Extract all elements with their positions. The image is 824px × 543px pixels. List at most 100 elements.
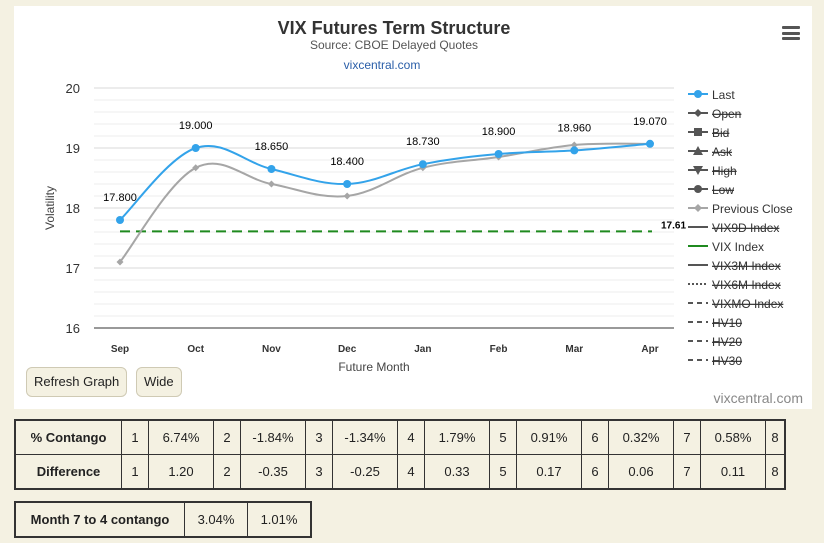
menu-icon[interactable] [782, 26, 800, 40]
source-link: vixcentral.com [344, 58, 421, 72]
month-number-cell: 6 [581, 454, 609, 490]
previous-close-point [116, 258, 124, 266]
previous-close-point [570, 141, 578, 149]
value-cell: 0.58% [700, 419, 766, 455]
legend-item-label[interactable]: Previous Close [712, 202, 793, 216]
wide-button[interactable]: Wide [136, 367, 182, 397]
last-point [418, 160, 427, 169]
data-label: 18.730 [406, 136, 440, 148]
value-cell: 1.79% [424, 419, 490, 455]
value-cell: 0.17 [516, 454, 582, 490]
month-number-cell: 1 [121, 454, 149, 490]
last-point [116, 216, 124, 224]
month-number-cell: 5 [489, 454, 517, 490]
last-point [267, 165, 276, 173]
data-label: 18.960 [557, 122, 591, 134]
x-tick-label: Nov [262, 344, 281, 355]
month-contango-table: Month 7 to 4 contango 3.04% 1.01% [14, 501, 312, 538]
legend-item-label[interactable]: Ask [712, 145, 733, 159]
value-cell: -0.25 [332, 454, 398, 490]
y-tick-label: 18 [66, 201, 80, 216]
month-number-cell: 8 [765, 419, 786, 455]
legend-item-label[interactable]: VIX9D Index [712, 221, 779, 235]
legend-item-label[interactable]: VIX3M Index [712, 259, 781, 273]
legend-marker [693, 146, 703, 155]
y-tick-label: 20 [66, 81, 80, 96]
table-row: % Contango 1 6.74% 2 -1.84% 3 -1.34% 4 1.79% 5 0.9… [14, 419, 786, 455]
chart-subtitle: Source: CBOE Delayed Quotes [310, 38, 478, 52]
x-tick-label: Mar [565, 344, 583, 355]
month-number-cell: 2 [213, 419, 241, 455]
data-label: 17.800 [103, 192, 137, 204]
x-tick-label: Sep [111, 344, 129, 355]
table-row: Month 7 to 4 contango 3.04% 1.01% [14, 501, 312, 538]
value-cell: -0.35 [240, 454, 306, 490]
value-cell: 0.11 [700, 454, 766, 490]
month-contango-value: 3.04% [184, 501, 248, 538]
last-point [646, 139, 654, 148]
x-tick-label: Feb [490, 344, 508, 355]
legend-item-label[interactable]: HV10 [712, 316, 742, 330]
previous-close-point [267, 180, 275, 188]
value-cell: -1.34% [332, 419, 398, 455]
vix-index-label: 17.61 [661, 220, 686, 231]
row-label: Difference [14, 454, 122, 490]
month-number-cell: 7 [673, 454, 701, 490]
contango-table: % Contango 1 6.74% 2 -1.84% 3 -1.34% 4 1.79% 5 0.9… [14, 419, 786, 490]
value-cell: 6.74% [148, 419, 214, 455]
value-cell: 0.33 [424, 454, 490, 490]
legend-marker [694, 90, 702, 98]
value-cell: -1.84% [240, 419, 306, 455]
legend-marker [694, 185, 702, 193]
legend-marker [694, 204, 702, 212]
previous-close-point [192, 164, 200, 172]
x-tick-label: Jan [414, 344, 431, 355]
last-point [343, 180, 352, 188]
value-cell: 0.06 [608, 454, 674, 490]
month-contango-value: 1.01% [247, 501, 312, 538]
watermark: vixcentral.com [713, 390, 803, 406]
refresh-graph-button[interactable]: Refresh Graph [26, 367, 128, 397]
month-number-cell: 1 [121, 419, 149, 455]
x-tick-label: Dec [338, 344, 357, 355]
data-label: 19.070 [633, 116, 667, 128]
row-label: % Contango [14, 419, 122, 455]
month-number-cell: 4 [397, 454, 425, 490]
data-label: 19.000 [179, 120, 213, 132]
legend-marker [694, 128, 702, 136]
legend-item-label[interactable]: VIXMO Index [712, 297, 783, 311]
last-point [191, 144, 200, 152]
y-tick-label: 19 [66, 141, 80, 156]
x-tick-label: Oct [187, 344, 204, 355]
legend-item-label[interactable]: Open [712, 107, 741, 121]
data-label: 18.650 [255, 141, 289, 153]
month-number-cell: 2 [213, 454, 241, 490]
month-number-cell: 3 [305, 454, 333, 490]
x-axis-title: Future Month [338, 360, 409, 374]
last-point [494, 150, 503, 158]
month-number-cell: 5 [489, 419, 517, 455]
value-cell: 1.20 [148, 454, 214, 490]
previous-close-point [343, 192, 351, 200]
legend-item-label[interactable]: Last [712, 88, 735, 102]
month-number-cell: 7 [673, 419, 701, 455]
chart-panel: VIX Futures Term Structure Source: CBOE D… [14, 6, 812, 409]
month-number-cell: 6 [581, 419, 609, 455]
legend-item-label[interactable]: Low [712, 183, 734, 197]
month-number-cell: 3 [305, 419, 333, 455]
chart-title: VIX Futures Term Structure [278, 18, 511, 38]
legend-item-label[interactable]: HV20 [712, 335, 742, 349]
legend-item-label[interactable]: VIX6M Index [712, 278, 781, 292]
last-line [119, 142, 651, 221]
y-tick-label: 16 [66, 321, 80, 336]
month-number-cell: 4 [397, 419, 425, 455]
data-label: 18.400 [330, 156, 364, 168]
legend-marker [693, 166, 703, 175]
value-cell: 0.32% [608, 419, 674, 455]
legend-item-label[interactable]: VIX Index [712, 240, 764, 254]
legend-item-label[interactable]: HV30 [712, 354, 742, 368]
month-number-cell: 8 [765, 454, 786, 490]
legend-item-label[interactable]: Bid [712, 126, 729, 140]
legend-item-label[interactable]: High [712, 164, 737, 178]
